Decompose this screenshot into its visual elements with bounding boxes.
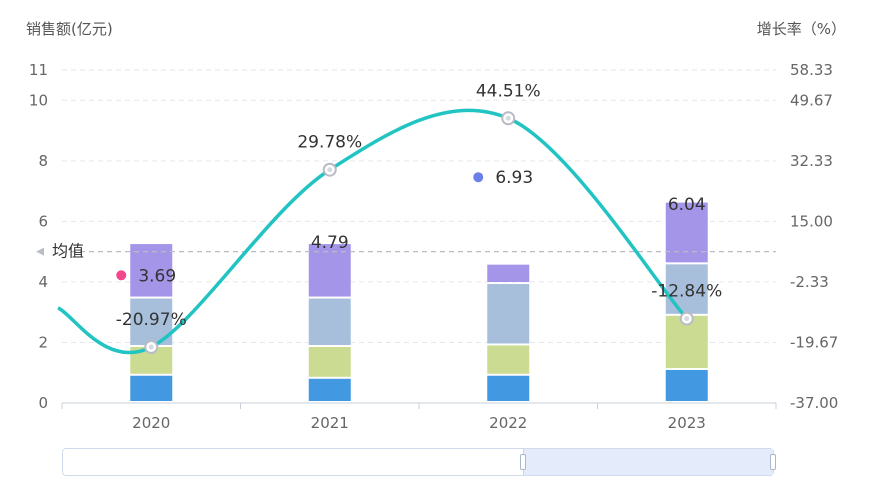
y-left-tick-label: 10 <box>29 91 48 109</box>
y-left-tick-label: 8 <box>38 152 48 170</box>
bar-segment <box>487 375 530 401</box>
growth-rate-point-center <box>505 115 511 121</box>
bar-segment <box>308 378 351 401</box>
growth-rate-label: -12.84% <box>651 282 722 302</box>
y-axis-left-title: 销售额(亿元) <box>26 20 113 38</box>
y-right-tick-label: 15.00 <box>790 212 833 230</box>
growth-rate-point-center <box>148 344 154 350</box>
y-right-tick-label: -2.33 <box>790 273 829 291</box>
bar-total-label: 6.93 <box>495 168 533 188</box>
bar-segment <box>487 264 530 283</box>
bar-segment <box>665 264 708 314</box>
average-line-arrow <box>36 247 44 256</box>
bar-segment <box>487 345 530 374</box>
y-left-tick-label: 11 <box>29 61 48 79</box>
highlight-marker <box>116 270 127 281</box>
bar-segment <box>487 284 530 344</box>
x-tick-label: 2021 <box>311 414 349 432</box>
x-tick-label: 2022 <box>489 414 527 432</box>
bar-total-label: 6.04 <box>668 195 706 215</box>
data-zoom-right-handle[interactable] <box>770 454 776 470</box>
x-tick-label: 2023 <box>668 414 706 432</box>
bar-total-label: 4.79 <box>311 233 349 253</box>
growth-rate-point-center <box>684 316 690 322</box>
bar-total-label: 3.69 <box>138 266 176 286</box>
growth-rate-label: -20.97% <box>116 310 187 330</box>
y-right-tick-label: -37.00 <box>790 394 838 412</box>
bar-segment <box>308 244 351 297</box>
y-right-tick-label: 32.33 <box>790 152 833 170</box>
y-axis-right-title: 增长率（%） <box>756 20 846 38</box>
bar-segment <box>130 375 173 401</box>
data-zoom-slider[interactable] <box>62 448 776 476</box>
bar-segment <box>308 346 351 377</box>
highlight-marker <box>473 172 484 183</box>
y-left-tick-label: 6 <box>38 212 48 230</box>
growth-rate-point-center <box>327 167 333 173</box>
bar-segment <box>665 202 708 263</box>
average-label: 均值 <box>52 242 84 261</box>
y-left-tick-label: 0 <box>38 394 48 412</box>
data-zoom-selected-range[interactable] <box>523 449 773 475</box>
growth-rate-label: 29.78% <box>297 133 362 153</box>
bar-segment <box>665 370 708 401</box>
y-left-tick-label: 4 <box>38 273 48 291</box>
bar-segment <box>130 244 173 297</box>
growth-rate-label: 44.51% <box>476 81 541 101</box>
y-left-tick-label: 2 <box>38 333 48 351</box>
growth-rate-line <box>57 108 689 355</box>
x-tick-label: 2020 <box>132 414 170 432</box>
y-right-tick-label: 49.67 <box>790 91 833 109</box>
y-right-tick-label: -19.67 <box>790 333 838 351</box>
y-right-tick-label: 58.33 <box>790 61 833 79</box>
bar-segment <box>308 298 351 345</box>
data-zoom-left-handle[interactable] <box>520 454 526 470</box>
